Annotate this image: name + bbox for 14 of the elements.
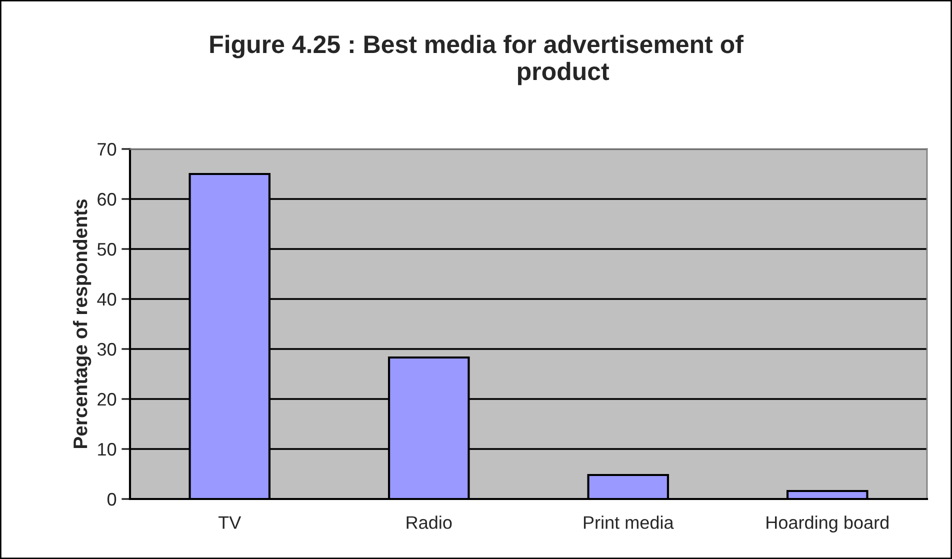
y-tick-label: 10 [98,442,116,456]
y-tick-label: 20 [98,392,116,406]
y-tick-label: 0 [107,492,116,506]
y-tick-label: 40 [97,292,116,306]
y-tick-label: 50 [97,242,116,256]
x-tick-label: Hoarding board [766,516,888,532]
y-tick-label: 60 [98,192,116,206]
x-tick-label: Radio [406,516,452,529]
y-tick-label: 30 [97,342,116,356]
x-tick-label: TV [218,516,242,529]
x-tick-label: Print media [584,516,674,529]
y-tick-label: 70 [98,142,116,156]
chart-title: Figure 4.25 : Best media for advertisement of product [210,34,744,86]
y-axis-title: Percentage of respondents [72,199,92,448]
